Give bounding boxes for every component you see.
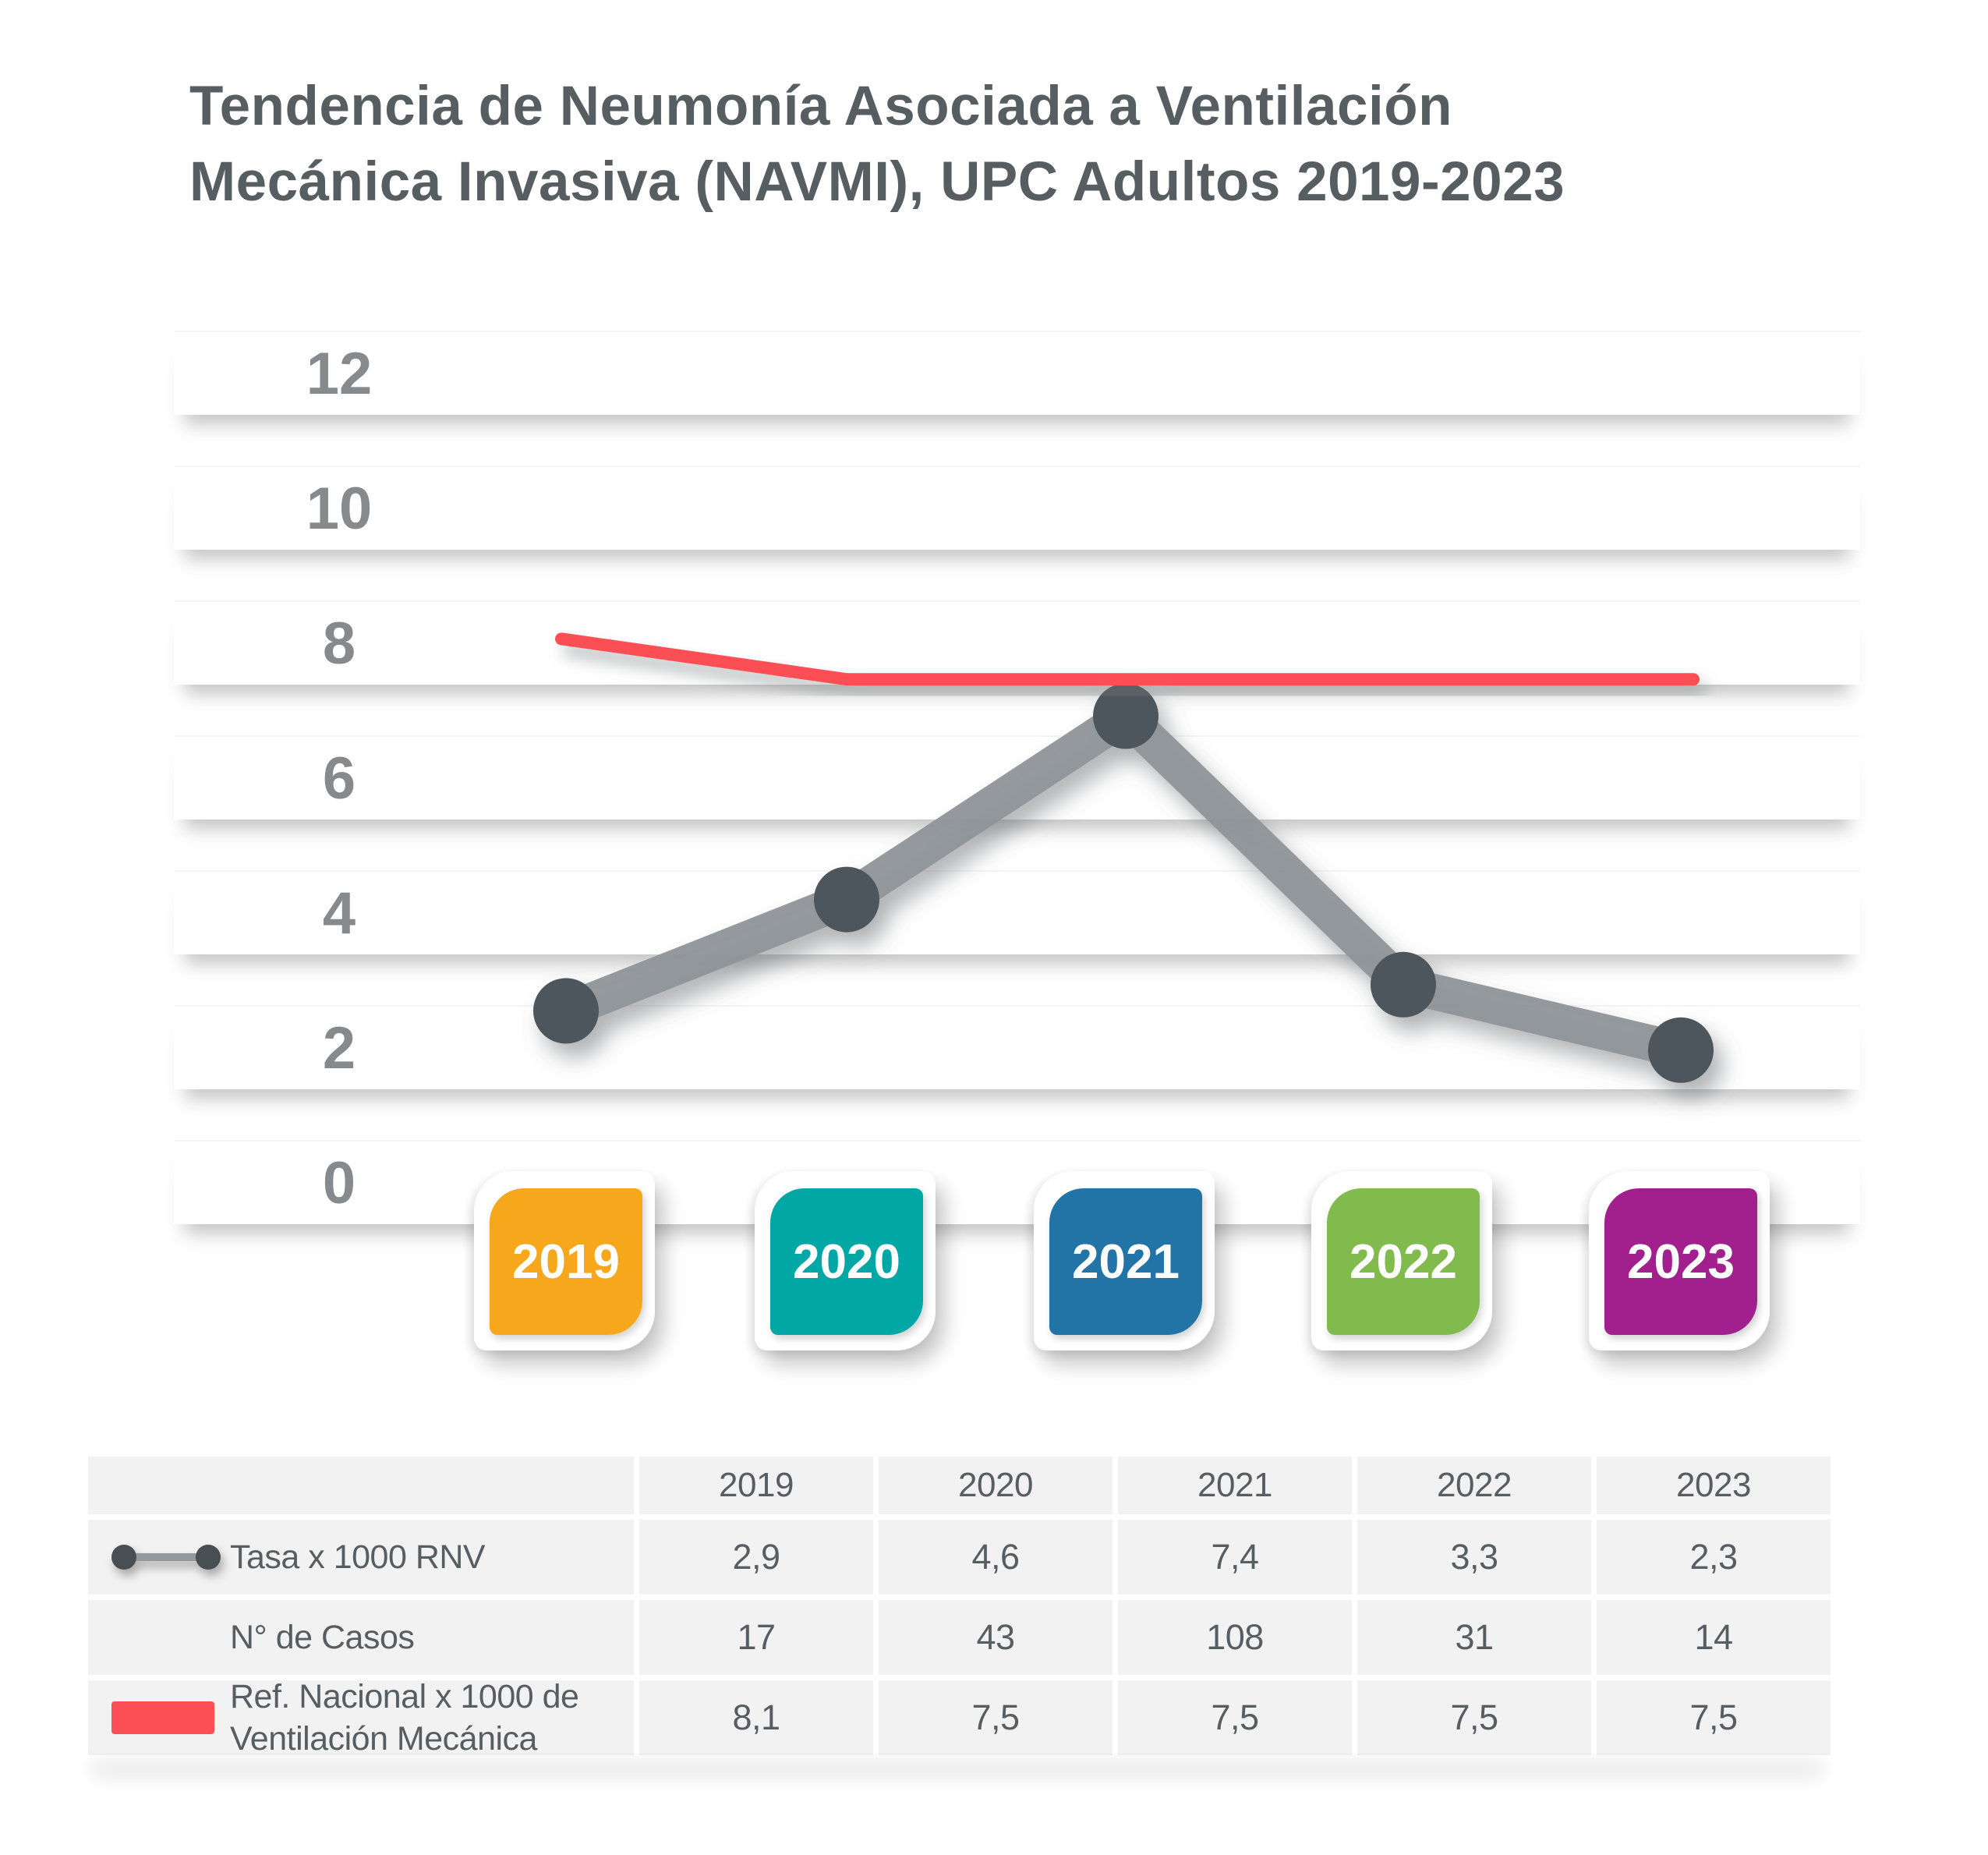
table-row-label-text: Tasa x 1000 RNV [230,1538,486,1576]
chart-title-line2: Mecánica Invasiva (NAVMI), UPC Adultos 2… [189,151,1565,213]
year-tab-2020: 2020 [770,1188,923,1335]
table-row-label-text: Ref. Nacional x 1000 de Ventilación Mecá… [230,1678,579,1758]
table-row-label-text: N° de Casos [230,1619,415,1656]
tasa-legend-line-icon [111,1544,221,1570]
table-row-label: N° de Casos [88,1600,634,1675]
table-value-cell: 7,5 [1357,1680,1591,1755]
y-axis-tick-label: 2 [322,1014,356,1081]
data-table: 2019 2020 2021 2022 2023 Tasa x 1000 RNV 2,9 4,… [88,1457,1831,1758]
y-axis-tick-label: 4 [322,880,356,947]
year-tab-2023: 2023 [1604,1188,1757,1335]
table-header-year: 2021 [1118,1457,1352,1514]
year-tab-2021: 2021 [1049,1188,1202,1335]
table-value-cell: 43 [879,1600,1113,1675]
table-value-cell: 3,3 [1357,1520,1591,1595]
table-value-cell: 7,5 [1118,1680,1352,1755]
table-value-cell: 2,9 [639,1520,873,1595]
year-tab-2022: 2022 [1327,1188,1480,1335]
table-header-year: 2022 [1357,1457,1591,1514]
table-value-cell: 31 [1357,1600,1591,1675]
y-axis-tick-label: 6 [322,745,356,812]
table-value-cell: 108 [1118,1600,1352,1675]
table-row-label: Tasa x 1000 RNV [88,1520,634,1595]
table-value-cell: 4,6 [879,1520,1113,1595]
chart-title: Tendencia de Neumonía Asociada a Ventila… [189,69,1565,220]
table-header-year: 2023 [1597,1457,1831,1514]
ref-legend-line-icon [111,1701,214,1734]
table-row-label: Ref. Nacional x 1000 de Ventilación Mecá… [88,1678,634,1758]
year-tab-2019: 2019 [490,1188,642,1335]
grid-band: 4 [174,870,1860,954]
grid-band: 0 [174,1140,1860,1224]
table-value-cell: 8,1 [639,1680,873,1755]
table-value-cell: 14 [1597,1600,1831,1675]
table-shadow [92,1745,1823,1753]
chart-title-line1: Tendencia de Neumonía Asociada a Ventila… [189,76,1452,137]
table-value-cell: 7,4 [1118,1520,1352,1595]
table-value-cell: 7,5 [879,1680,1113,1755]
grid-band: 6 [174,735,1860,820]
y-axis-tick-label: 12 [306,340,373,407]
table-value-cell: 7,5 [1597,1680,1831,1755]
grid-band: 8 [174,600,1860,685]
grid-band: 2 [174,1005,1860,1089]
table-value-cell: 17 [639,1600,873,1675]
grid-band: 12 [174,331,1860,415]
y-axis-tick-label: 0 [322,1149,356,1216]
grid-band: 10 [174,466,1860,550]
y-axis-tick-label: 10 [306,475,373,542]
y-axis-tick-label: 8 [322,610,356,677]
table-header-empty [88,1457,634,1514]
table-header-year: 2020 [879,1457,1113,1514]
table-value-cell: 2,3 [1597,1520,1831,1595]
table-header-year: 2019 [639,1457,873,1514]
